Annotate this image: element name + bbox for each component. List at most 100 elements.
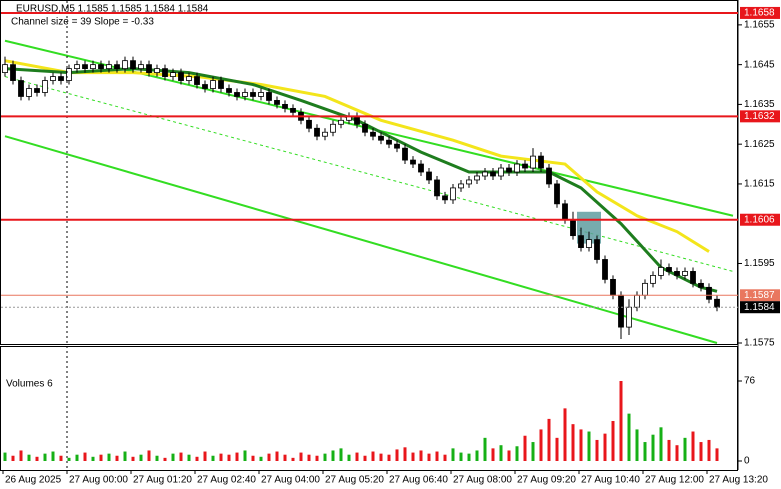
volume-bar <box>555 437 559 461</box>
volume-bar <box>443 454 447 461</box>
candle-body <box>146 64 152 73</box>
volume-bar <box>451 448 455 461</box>
volume-bar <box>499 445 503 461</box>
candle-body <box>682 271 688 276</box>
volume-bar <box>515 446 519 461</box>
level-label: 1.1606 <box>744 214 775 225</box>
volume-bar <box>107 453 111 461</box>
y-tick-label: 1.1575 <box>744 338 775 349</box>
candle-body <box>706 286 712 300</box>
volume-bar <box>595 439 599 461</box>
candle-body <box>154 68 160 73</box>
candle-body <box>170 72 176 77</box>
y-tick-label: 1.1615 <box>744 179 775 190</box>
candle-body <box>674 271 680 276</box>
candle-body <box>138 64 144 70</box>
candle-body <box>66 68 72 81</box>
candle-body <box>538 155 544 169</box>
candle-body <box>82 64 88 70</box>
volume-bar <box>387 454 391 461</box>
y-tick-label: 1.1625 <box>744 139 775 150</box>
candle-body <box>418 163 424 173</box>
candle-body <box>362 123 368 133</box>
candle-body <box>74 64 80 70</box>
level-label-bg <box>740 110 780 123</box>
candle-body <box>714 298 720 308</box>
volume-tick-label: 0 <box>744 456 750 467</box>
candle-body <box>218 80 224 89</box>
candle-body <box>570 219 576 237</box>
volume-bar <box>347 454 351 461</box>
candle-body <box>594 239 600 260</box>
candle-body <box>162 68 168 77</box>
candle-body <box>410 159 416 165</box>
candle-body <box>402 147 408 161</box>
candle-body <box>282 104 288 109</box>
candle-body <box>178 72 184 81</box>
candle-body <box>194 76 200 85</box>
price-group <box>2 39 734 344</box>
volume-bar <box>211 455 215 461</box>
volume-bar <box>131 456 135 461</box>
candle-body <box>354 115 360 125</box>
candle-body <box>506 167 512 173</box>
volume-bar <box>203 451 207 461</box>
candle-body <box>578 235 584 248</box>
x-tick-label: 27 Aug 04:00 <box>261 475 320 486</box>
candle-body <box>690 271 696 284</box>
candle-body <box>34 88 40 93</box>
candle-body <box>338 119 344 125</box>
volume-bar <box>3 452 7 461</box>
volume-bar <box>339 448 343 461</box>
volume-bar <box>67 457 71 461</box>
volume-bar <box>363 455 367 461</box>
candle-body <box>258 92 264 97</box>
candle-body <box>434 179 440 197</box>
candle-body <box>266 92 272 101</box>
volume-bar <box>163 457 167 461</box>
candle-body <box>658 267 664 276</box>
y-tick-label: 1.1645 <box>744 59 775 70</box>
volume-bar <box>99 454 103 461</box>
volume-bar <box>419 450 423 461</box>
candle-body <box>306 119 312 129</box>
volume-bar <box>435 451 439 461</box>
candle-body <box>114 64 120 70</box>
candle-body <box>242 92 248 97</box>
volume-bar <box>667 439 671 461</box>
level-label: 1.1632 <box>744 111 775 122</box>
candle-body <box>274 100 280 105</box>
volume-bar <box>331 450 335 461</box>
volume-bar <box>651 434 655 461</box>
candle-body <box>98 64 104 70</box>
x-tick-label: 27 Aug 01:20 <box>133 475 192 486</box>
candle-body <box>634 294 640 308</box>
volume-bar <box>235 452 239 461</box>
level-label-bg <box>740 6 780 19</box>
candle-body <box>442 195 448 201</box>
volume-bar <box>299 452 303 461</box>
x-tick-label: 26 Aug 2025 <box>5 475 62 486</box>
candle-body <box>106 64 112 70</box>
candle-body <box>378 135 384 141</box>
volume-bar <box>427 453 431 461</box>
candle-body <box>666 267 672 272</box>
volume-bar <box>219 453 223 461</box>
volume-bar <box>251 455 255 461</box>
volume-bar <box>187 454 191 461</box>
level-label: 1.1587 <box>744 290 775 301</box>
volume-bar <box>403 447 407 461</box>
volume-bar <box>307 454 311 461</box>
x-tick-label: 27 Aug 02:40 <box>197 475 256 486</box>
x-tick-label: 27 Aug 05:20 <box>325 475 384 486</box>
candle-body <box>330 123 336 133</box>
candle-body <box>202 84 208 89</box>
y-tick-label: 1.1655 <box>744 20 775 31</box>
candle-body <box>2 64 8 73</box>
candle-body <box>586 239 592 248</box>
volume-bar <box>635 429 639 461</box>
x-tick-label: 27 Aug 08:00 <box>453 475 512 486</box>
candle-body <box>490 171 496 177</box>
